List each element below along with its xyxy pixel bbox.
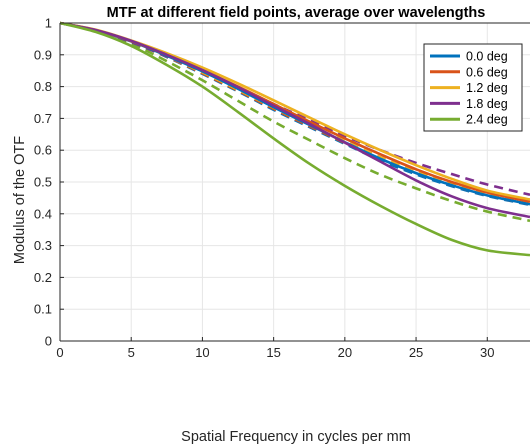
series-line-6 (59, 21, 530, 219)
y-axis-label: Modulus of the OTF (12, 136, 28, 264)
y-tick-label: 0.9 (34, 47, 52, 62)
series-line-8 (59, 21, 530, 257)
y-tick-label: 0.4 (34, 206, 52, 221)
legend-label: 0.0 deg (466, 50, 508, 64)
x-axis-label: Spatial Frequency in cycles per mm (181, 429, 411, 445)
x-tick-label: 30 (480, 345, 494, 360)
x-tick-label: 5 (128, 345, 135, 360)
axes (59, 22, 530, 342)
x-tick-label: 0 (56, 345, 63, 360)
legend-label: 1.8 deg (466, 97, 508, 111)
x-tick-label: 20 (338, 345, 352, 360)
y-tick-label: 0.6 (34, 143, 52, 158)
series-line-9 (59, 21, 530, 223)
y-tick-label: 0.3 (34, 238, 52, 253)
series-lines (59, 21, 530, 257)
x-tick-label: 10 (195, 345, 209, 360)
y-tick-label: 0.8 (34, 79, 52, 94)
x-tick-label: 25 (409, 345, 423, 360)
legend-label: 1.2 deg (466, 81, 508, 95)
x-tick-label: 15 (266, 345, 280, 360)
legend-label: 0.6 deg (466, 65, 508, 79)
chart-title: MTF at different field points, average o… (107, 5, 486, 21)
y-tick-labels: 0 0.1 0.2 0.3 0.4 0.5 0.6 0.7 0.8 0.9 1 (34, 16, 52, 349)
y-tick-label: 0 (45, 334, 52, 349)
y-tick-label: 0.5 (34, 175, 52, 190)
y-tick-label: 0.7 (34, 111, 52, 126)
y-tick-label: 1 (45, 16, 52, 31)
y-tick-label: 0.2 (34, 270, 52, 285)
legend-label: 2.4 deg (466, 113, 508, 127)
x-tick-labels: 0 5 10 15 20 25 30 (56, 345, 494, 360)
y-tick-label: 0.1 (34, 302, 52, 317)
